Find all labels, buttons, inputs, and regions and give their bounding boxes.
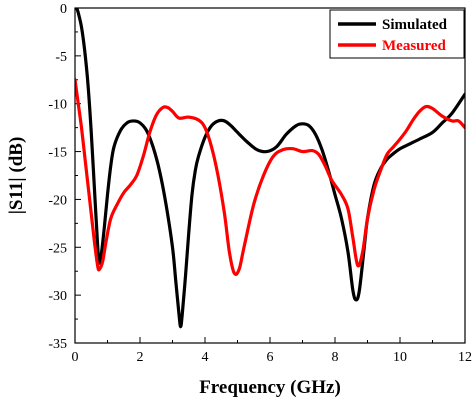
x-tick-label: 8 bbox=[332, 350, 339, 365]
x-axis-title: Frequency (GHz) bbox=[199, 377, 341, 398]
y-tick-label: -10 bbox=[48, 98, 67, 113]
y-tick-label: -25 bbox=[48, 241, 67, 256]
legend: Simulated Measured bbox=[329, 9, 465, 59]
x-tick-label: 6 bbox=[267, 350, 274, 365]
x-tick-label: 0 bbox=[72, 350, 79, 365]
series-layer bbox=[75, 8, 465, 329]
y-tick-label: 0 bbox=[60, 2, 67, 17]
x-tick-label: 2 bbox=[137, 350, 144, 365]
x-tick-label: 10 bbox=[393, 350, 407, 365]
axis-ticks: 0 2 4 6 8 10 12 0 -5 -10 -15 -20 -25 -30 -35 bbox=[48, 2, 472, 365]
legend-label-simulated: Simulated bbox=[382, 17, 448, 33]
legend-box bbox=[329, 9, 465, 59]
series-line-measured bbox=[75, 78, 465, 276]
legend-label-measured: Measured bbox=[382, 38, 447, 54]
y-tick-label: -15 bbox=[48, 146, 67, 161]
x-tick-label: 12 bbox=[458, 350, 472, 365]
x-tick-label: 4 bbox=[202, 350, 209, 365]
y-axis-title: |S11| (dB) bbox=[6, 137, 27, 215]
y-tick-label: -20 bbox=[48, 193, 67, 208]
plot-frame bbox=[74, 7, 466, 344]
y-tick-label: -35 bbox=[48, 337, 67, 352]
y-tick-label: -5 bbox=[55, 50, 67, 65]
y-tick-label: -30 bbox=[48, 289, 67, 304]
